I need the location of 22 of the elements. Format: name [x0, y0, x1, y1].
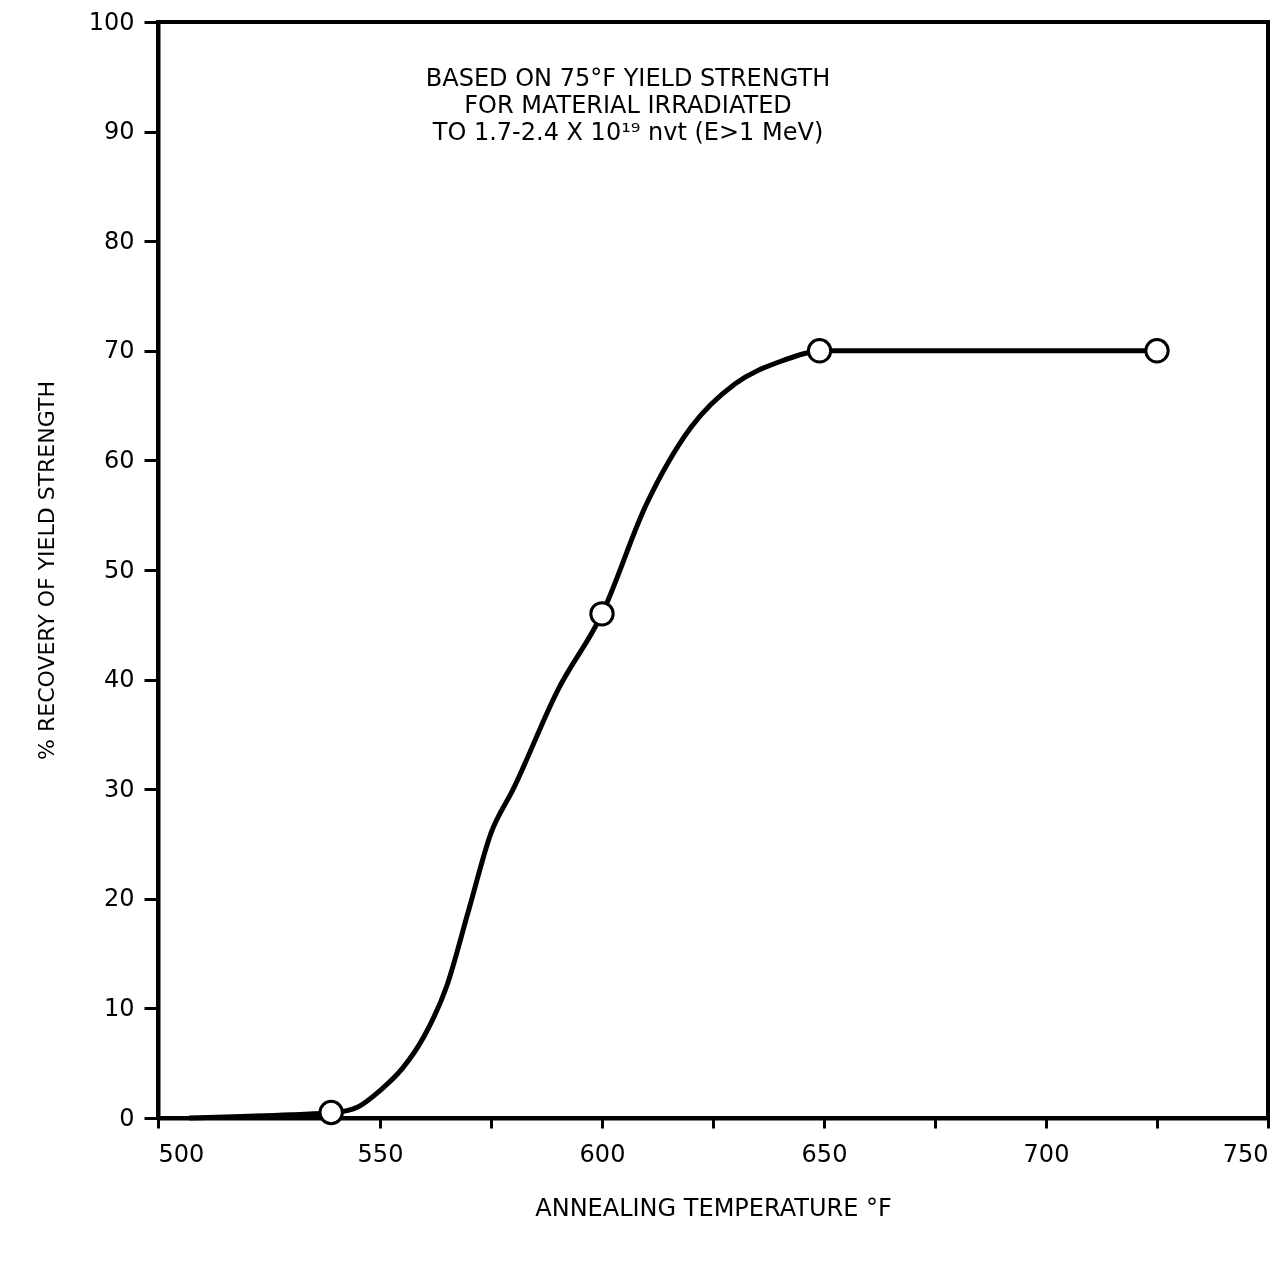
y-tick-label: 80 — [103, 226, 135, 255]
y-tick-label: 0 — [119, 1103, 135, 1132]
x-axis-title: ANNEALING TEMPERATURE °F — [535, 1193, 892, 1222]
x-tick-label: 700 — [1023, 1139, 1070, 1168]
annotation: FOR MATERIAL IRRADIATED — [464, 91, 792, 119]
annotation: BASED ON 75°F YIELD STRENGTH — [425, 64, 831, 92]
x-tick-label: 750 — [1222, 1139, 1269, 1168]
y-tick-label: 60 — [103, 445, 135, 474]
y-tick-label: 20 — [103, 884, 135, 913]
y-axis-title: % RECOVERY OF YIELD STRENGTH — [33, 381, 59, 760]
y-tick-label: 70 — [103, 336, 135, 365]
y-tick-label: 30 — [103, 774, 135, 803]
y-tick-label: 90 — [103, 117, 135, 146]
y-tick-label: 100 — [88, 7, 135, 36]
x-tick-label: 550 — [357, 1139, 404, 1168]
y-tick-label: 50 — [103, 555, 135, 584]
x-tick-label: 500 — [158, 1139, 205, 1168]
x-tick-label: 600 — [579, 1139, 626, 1168]
y-tick-label: 40 — [103, 665, 135, 694]
y-tick-label: 10 — [103, 993, 135, 1022]
annotation: TO 1.7-2.4 X 10¹⁹ nvt (E>1 MeV) — [431, 118, 824, 146]
x-tick-label: 650 — [801, 1139, 848, 1168]
